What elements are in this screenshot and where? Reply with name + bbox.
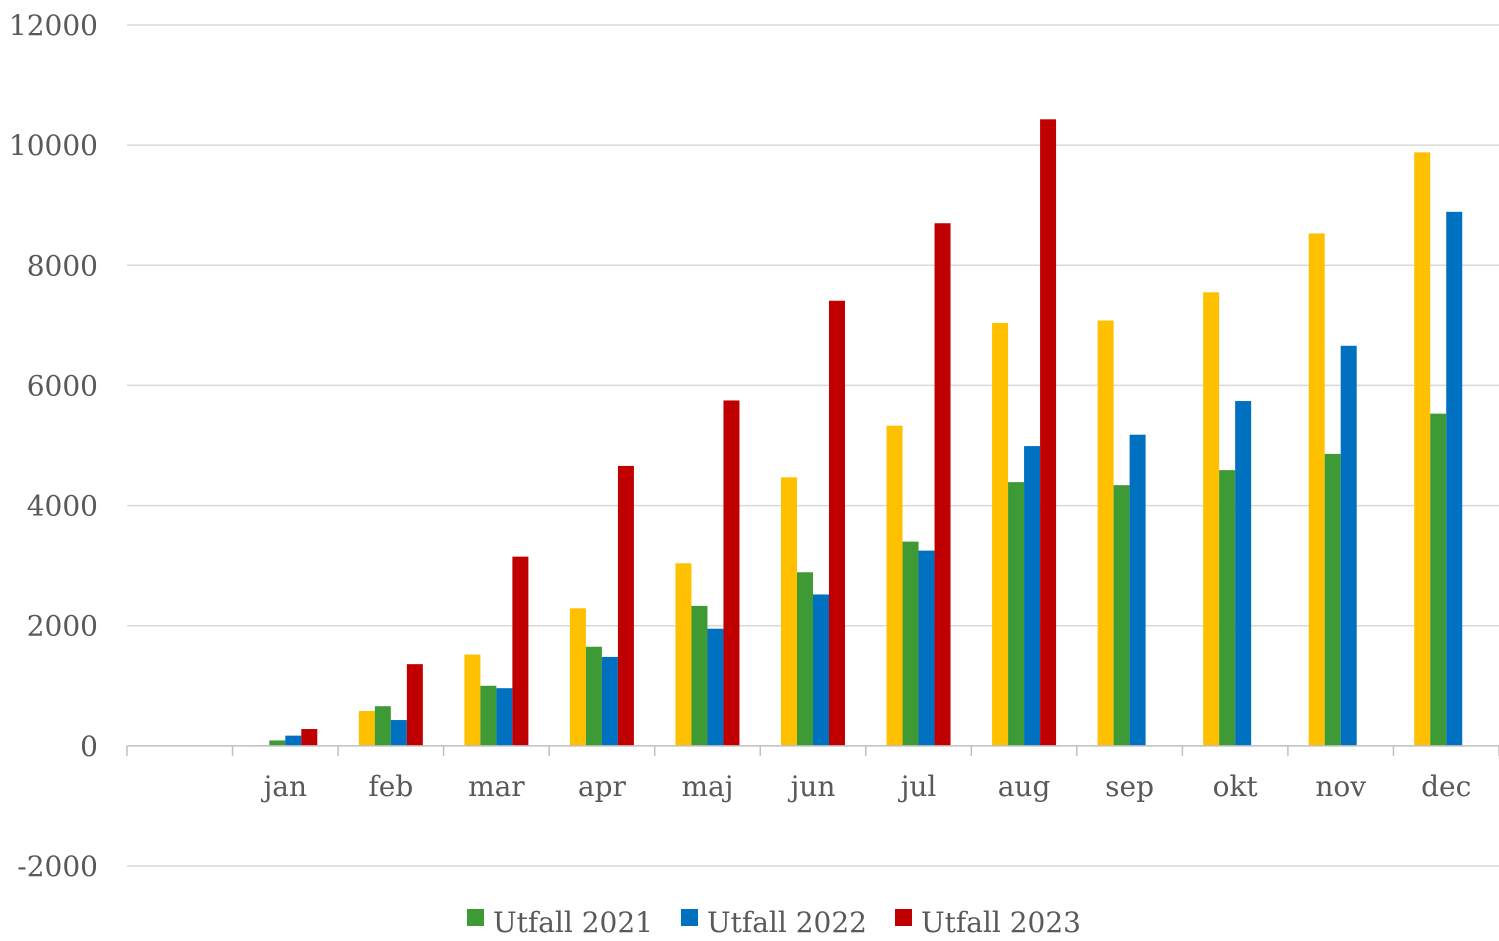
y-tick-label: 0 xyxy=(80,730,98,763)
bar xyxy=(1308,233,1325,746)
bar xyxy=(1324,453,1341,746)
bar xyxy=(1113,485,1130,746)
bar xyxy=(918,550,935,746)
y-axis-tick-labels: 12000 10000 8000 6000 4000 2000 0 -2000 xyxy=(9,9,98,883)
bar xyxy=(301,729,318,746)
y-tick-label: 4000 xyxy=(27,490,98,523)
bar xyxy=(406,664,423,746)
bar xyxy=(1008,482,1025,746)
x-tick-label: dec xyxy=(1421,770,1471,803)
bar xyxy=(601,656,618,746)
x-tick-label: jun xyxy=(788,770,836,803)
bars xyxy=(253,119,1463,746)
bar xyxy=(797,572,813,746)
bar xyxy=(1203,292,1220,746)
x-tick-label: apr xyxy=(578,770,627,803)
legend: Utfall 2021 Utfall 2022 Utfall 2023 xyxy=(467,906,1081,939)
bar xyxy=(496,688,513,746)
bar xyxy=(934,223,951,746)
legend-swatch xyxy=(681,909,698,926)
x-tick-label: aug xyxy=(998,770,1051,803)
bar xyxy=(1430,413,1447,746)
bar xyxy=(813,594,829,746)
bar xyxy=(723,400,740,746)
x-tick-label: maj xyxy=(681,770,733,803)
bar xyxy=(285,735,302,746)
bar xyxy=(1040,119,1057,746)
y-tick-label: 10000 xyxy=(9,129,98,162)
bar xyxy=(1446,211,1463,746)
bar xyxy=(1024,446,1041,746)
y-tick-label: 12000 xyxy=(9,9,98,42)
legend-label: Utfall 2022 xyxy=(707,906,867,939)
x-tick-label: jan xyxy=(261,770,307,803)
x-tick-label: okt xyxy=(1213,770,1259,803)
bar xyxy=(374,706,391,746)
bar xyxy=(1097,320,1114,746)
bar xyxy=(269,740,286,746)
bar xyxy=(992,322,1009,746)
bar xyxy=(902,541,919,746)
bar xyxy=(675,563,692,746)
y-tick-label: 2000 xyxy=(27,610,98,643)
bar xyxy=(707,628,724,746)
x-tick-label: nov xyxy=(1315,770,1366,803)
bar xyxy=(829,300,845,746)
bar xyxy=(1340,345,1357,746)
y-tick-label: 6000 xyxy=(27,369,98,402)
bar xyxy=(886,425,903,746)
bar xyxy=(512,556,529,746)
bar xyxy=(480,685,497,746)
bar xyxy=(569,608,586,746)
legend-swatch xyxy=(895,909,912,926)
bar xyxy=(358,711,375,746)
x-tick-label: mar xyxy=(468,770,525,803)
bar xyxy=(617,465,634,746)
legend-label: Utfall 2023 xyxy=(921,906,1081,939)
x-tick-label: jul xyxy=(898,770,937,803)
bar xyxy=(1235,401,1252,746)
y-tick-label: -2000 xyxy=(17,850,98,883)
legend-label: Utfall 2021 xyxy=(493,906,653,939)
x-axis: jan feb mar apr maj jun jul aug sep okt nov dec xyxy=(126,745,1499,803)
bar xyxy=(585,646,602,746)
bar xyxy=(1129,434,1146,746)
bar xyxy=(1414,152,1431,746)
bar xyxy=(1219,470,1236,746)
x-tick-label: sep xyxy=(1105,770,1154,803)
bar xyxy=(781,477,797,746)
bar xyxy=(390,720,407,746)
legend-swatch xyxy=(467,909,484,926)
y-tick-label: 8000 xyxy=(27,249,98,282)
bar xyxy=(464,654,481,746)
bar xyxy=(691,605,708,746)
x-tick-label: feb xyxy=(368,770,413,803)
